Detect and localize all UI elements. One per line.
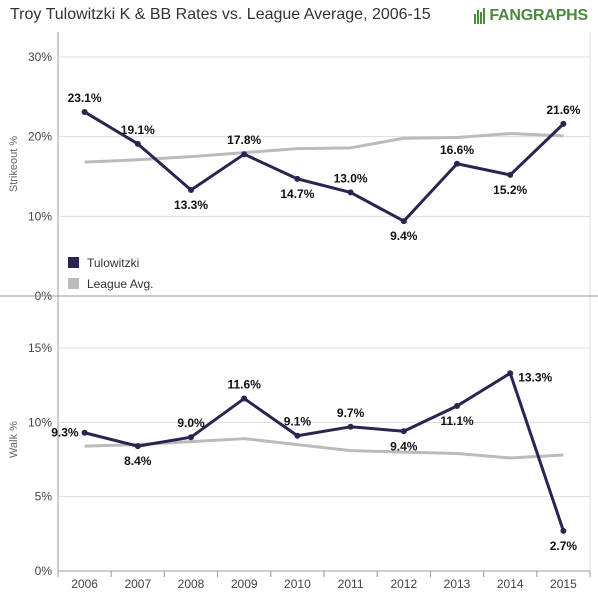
data-label: 13.3% <box>518 370 552 384</box>
legend-swatch-tulowitzki <box>68 257 79 268</box>
data-label: 8.4% <box>124 454 152 468</box>
data-label: 9.4% <box>390 229 418 243</box>
x-tick-label: 2006 <box>71 577 98 591</box>
data-label: 19.1% <box>121 123 155 137</box>
data-label: 9.7% <box>337 406 365 420</box>
x-tick-label: 2009 <box>231 577 258 591</box>
x-tick-label: 2013 <box>444 577 471 591</box>
x-tick-label: 2015 <box>550 577 577 591</box>
tulowitzki-point <box>134 443 141 450</box>
logo-bars-icon <box>474 8 486 24</box>
y-tick-label: 10% <box>28 415 52 429</box>
tulowitzki-point <box>400 218 407 225</box>
x-tick-label: 2008 <box>178 577 205 591</box>
data-label: 11.1% <box>440 414 474 428</box>
tulowitzki-point <box>81 429 88 436</box>
x-tick-label: 2010 <box>284 577 311 591</box>
y-tick-label: 10% <box>28 209 52 223</box>
tulowitzki-point <box>241 151 248 158</box>
logo-text-fan: FAN <box>489 7 521 24</box>
tulowitzki-point <box>81 108 88 115</box>
data-label: 2.7% <box>550 539 578 553</box>
tulowitzki-line <box>84 371 565 532</box>
data-label: 17.8% <box>227 133 261 147</box>
tulowitzki-point <box>188 187 194 194</box>
tulowitzki-point <box>188 434 194 441</box>
tulowitzki-point <box>560 120 567 127</box>
x-tick-label: 2007 <box>124 577 151 591</box>
tulowitzki-point <box>400 428 407 435</box>
data-label: 23.1% <box>68 91 102 105</box>
y-tick-label: 30% <box>28 50 52 64</box>
tulowitzki-point <box>507 171 514 178</box>
data-label: 13.3% <box>174 198 208 212</box>
y-tick-label: 0% <box>35 564 53 578</box>
league-avg-line <box>84 131 564 164</box>
data-label: 16.6% <box>440 143 474 157</box>
y-axis-title: Strikeout % <box>8 136 20 192</box>
x-tick-label: 2012 <box>390 577 417 591</box>
tulowitzki-point <box>560 527 567 534</box>
chart-title: Troy Tulowitzki K & BB Rates vs. League … <box>10 6 431 23</box>
tulowitzki-point <box>454 160 460 167</box>
tulowitzki-point <box>347 189 354 196</box>
data-label: 11.6% <box>228 378 262 392</box>
tulowitzki-point <box>241 395 248 402</box>
logo-text-graphs: GRAPHS <box>520 7 588 24</box>
data-label: 9.0% <box>177 416 205 430</box>
tulowitzki-point <box>294 432 301 439</box>
tulowitzki-point <box>454 402 460 409</box>
y-axis-title: Walk % <box>8 421 20 458</box>
tulowitzki-point <box>294 175 301 182</box>
tulowitzki-point <box>347 423 354 430</box>
tulowitzki-line <box>83 110 565 223</box>
x-tick-label: 2014 <box>497 577 524 591</box>
data-label: 14.7% <box>280 187 314 201</box>
data-label: 9.1% <box>284 415 312 429</box>
x-tick-label: 2011 <box>338 577 364 591</box>
y-tick-label: 20% <box>28 130 52 144</box>
data-label: 15.2% <box>493 183 527 197</box>
data-label: 21.6% <box>546 103 580 117</box>
y-tick-label: 5% <box>35 490 53 504</box>
legend-label-league: League Avg. <box>87 277 154 291</box>
tulowitzki-point <box>507 370 514 377</box>
y-tick-label: 15% <box>28 341 52 355</box>
data-label: 9.4% <box>390 439 418 453</box>
data-label: 13.0% <box>334 171 368 185</box>
legend-label-tulowitzki: Tulowitzki <box>87 256 139 270</box>
fangraphs-logo: FAN GRAPHS <box>474 7 588 25</box>
data-label: 9.3% <box>51 426 79 440</box>
tulowitzki-point <box>134 140 141 147</box>
legend-swatch-league <box>68 278 79 289</box>
